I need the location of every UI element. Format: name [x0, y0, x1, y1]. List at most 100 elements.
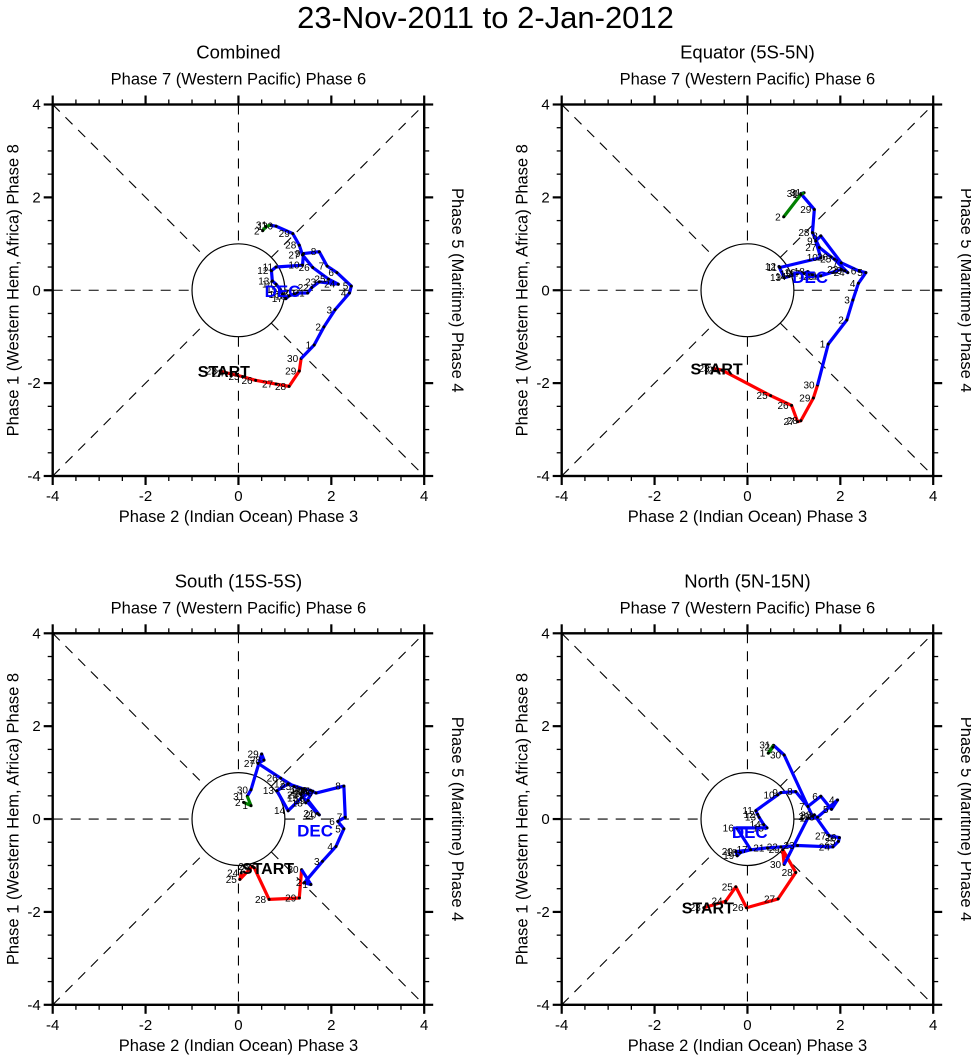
day-label: 9 [307, 789, 313, 800]
data-point [292, 292, 296, 296]
x-tick-label: 4 [929, 1017, 937, 1034]
data-point [765, 846, 769, 850]
data-point [776, 793, 780, 797]
data-point [819, 274, 823, 278]
data-point [301, 787, 305, 791]
data-point [766, 751, 770, 755]
data-point [806, 805, 810, 809]
data-point [314, 791, 318, 795]
y-axis-label-right: Phase 5 (Maritime) Phase 4 [957, 188, 971, 393]
data-point [817, 246, 821, 250]
day-label: 23 [305, 277, 317, 288]
data-point [302, 881, 306, 885]
data-point [347, 291, 351, 295]
data-point [274, 224, 278, 228]
day-label: 8 [812, 231, 818, 242]
day-label: 10 [296, 786, 308, 797]
data-point [702, 906, 706, 910]
data-point [831, 845, 835, 849]
day-label: 27 [240, 863, 252, 874]
day-label: 30 [287, 354, 299, 365]
guide-diagonal-ne [270, 104, 425, 258]
panel-title: Combined [196, 42, 280, 63]
day-label: 27 [815, 831, 827, 842]
day-label: 7 [337, 813, 343, 824]
x-axis-label: Phase 2 (Indian Ocean) Phase 3 [119, 508, 358, 526]
data-point [810, 273, 814, 277]
data-point [762, 823, 766, 827]
day-label: 8 [335, 782, 341, 793]
data-point [343, 815, 347, 819]
y-tick-label: 4 [541, 97, 549, 114]
x-tick-label: -4 [46, 488, 59, 505]
y-tick-label: 2 [32, 718, 40, 735]
data-point [278, 287, 282, 291]
day-label: 13 [258, 276, 270, 287]
day-label: 29 [285, 367, 297, 378]
day-label: 30 [287, 865, 299, 876]
x-tick-label: 4 [929, 488, 937, 505]
day-label: 19 [280, 289, 292, 300]
day-label: 17 [272, 294, 284, 305]
data-point [275, 789, 279, 793]
day-label: 3 [314, 857, 320, 868]
x-axis-label: Phase 2 (Indian Ocean) Phase 3 [628, 508, 867, 526]
day-label: 29 [248, 750, 260, 761]
day-label: 4 [850, 279, 856, 290]
day-label: 15 [780, 269, 792, 280]
day-label: 12 [765, 262, 777, 273]
data-point [779, 791, 783, 795]
day-label: 29 [799, 393, 811, 404]
day-label: 11 [290, 784, 301, 795]
data-point [843, 269, 847, 273]
day-label: 22 [827, 265, 839, 276]
day-label: 2 [296, 878, 302, 889]
day-label: 9 [295, 249, 301, 260]
data-point [322, 325, 326, 329]
day-label: 23 [831, 266, 843, 277]
data-point [830, 807, 834, 811]
top-axis-label: Phase 7 (Western Pacific) Phase 6 [111, 599, 367, 617]
day-label: 11 [767, 263, 778, 274]
day-label: 29 [285, 893, 297, 904]
data-point [334, 844, 338, 848]
guide-diagonal-ne [270, 632, 425, 787]
data-point [864, 271, 868, 275]
data-point [819, 234, 823, 238]
month-label-dec: DEC [792, 268, 828, 287]
x-tick-label: -4 [555, 1017, 568, 1034]
day-label: 27 [262, 380, 274, 391]
y-tick-label: 4 [32, 625, 40, 642]
data-point [796, 420, 800, 424]
data-point [311, 789, 315, 793]
data-point [839, 261, 843, 265]
day-label: 29 [769, 845, 781, 856]
day-label: 24 [834, 268, 846, 279]
x-tick-label: 0 [234, 488, 242, 505]
day-label: 5 [343, 282, 349, 293]
day-label: 28 [800, 810, 812, 821]
start-label: START [198, 364, 250, 381]
data-point [315, 811, 319, 815]
y-axis-label-right: Phase 5 (Maritime) Phase 4 [448, 188, 466, 393]
y-tick-label: -2 [27, 904, 40, 921]
day-label: 24 [819, 842, 831, 853]
y-tick-label: 4 [541, 625, 549, 642]
data-point [295, 291, 299, 295]
data-point [810, 231, 814, 235]
data-point [857, 269, 861, 273]
y-tick-label: -4 [536, 997, 549, 1014]
day-label: 10 [764, 790, 776, 801]
data-point [846, 271, 850, 275]
day-label: 29 [800, 205, 812, 216]
y-tick-label: -4 [27, 997, 40, 1014]
y-axis-label-left: Phase 1 (Western Hem, Africa) Phase 8 [5, 144, 23, 436]
data-point [819, 256, 823, 260]
data-point [756, 812, 760, 816]
day-label: 12 [744, 810, 756, 821]
x-tick-label: -2 [139, 488, 152, 505]
x-tick-label: 0 [743, 488, 751, 505]
series-group: 2324252627282930123456789101112131415161… [698, 188, 868, 428]
